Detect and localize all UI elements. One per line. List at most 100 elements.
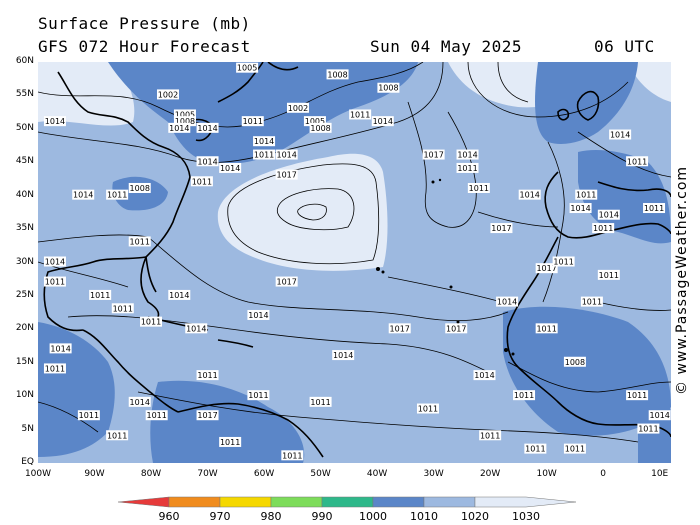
isobar-label: 1011 xyxy=(575,189,598,200)
longitude-label: 80W xyxy=(140,469,162,479)
longitude-label: 10W xyxy=(536,469,557,479)
svg-text:1011: 1011 xyxy=(113,304,133,313)
isobar-label: 1011 xyxy=(479,430,502,441)
isobar-label: 1011 xyxy=(111,303,134,314)
forecast-time: 06 UTC xyxy=(594,37,655,56)
svg-text:1011: 1011 xyxy=(593,224,613,233)
svg-text:1014: 1014 xyxy=(520,191,540,200)
isobar-label: 1011 xyxy=(89,289,112,300)
isobar-label: 1011 xyxy=(247,390,270,401)
svg-text:1011: 1011 xyxy=(582,298,602,307)
isobar-label: 1014 xyxy=(597,209,620,220)
isobar-label: 1014 xyxy=(196,156,219,167)
svg-text:1014: 1014 xyxy=(570,204,590,213)
latitude-label: 25N xyxy=(15,289,34,300)
isobar-label: 1011 xyxy=(241,116,264,127)
isobar-label: 1014 xyxy=(569,203,592,214)
svg-text:1011: 1011 xyxy=(576,191,596,200)
isobar-label: 1011 xyxy=(626,156,649,167)
isobar-label: 1002 xyxy=(286,102,309,113)
colorbar-label: 1030 xyxy=(512,510,540,523)
isobar-label: 1011 xyxy=(467,182,490,193)
isobar-label: 1002 xyxy=(156,89,179,99)
svg-text:1017: 1017 xyxy=(390,324,410,333)
colorbar-label: 990 xyxy=(311,510,333,523)
isobar-label: 1011 xyxy=(626,390,649,401)
svg-text:1008: 1008 xyxy=(130,184,150,193)
isobar-label: 1014 xyxy=(496,296,519,307)
svg-text:1011: 1011 xyxy=(141,318,161,327)
isobar-label: 1014 xyxy=(43,256,66,267)
svg-text:1011: 1011 xyxy=(79,411,99,420)
isobar-label: 1011 xyxy=(643,203,666,214)
longitude-label: 50W xyxy=(310,469,331,479)
isobar-label: 1011 xyxy=(128,236,151,247)
colorbar-swatch xyxy=(219,496,272,508)
svg-text:1011: 1011 xyxy=(514,391,534,400)
isobar-label: 1011 xyxy=(43,276,66,287)
isobar-label: 1017 xyxy=(388,323,411,334)
isobar-label: 1014 xyxy=(648,410,671,421)
isobar-label: 1014 xyxy=(275,149,298,160)
svg-text:1017: 1017 xyxy=(446,324,466,333)
isobar-label: 1008 xyxy=(377,82,400,93)
svg-text:1011: 1011 xyxy=(107,431,127,440)
isobar-label: 1011 xyxy=(145,410,168,421)
latitude-label: 5N xyxy=(21,423,34,434)
svg-text:1017: 1017 xyxy=(276,171,296,180)
isobar-label: 1014 xyxy=(518,189,541,200)
latitude-label: 50N xyxy=(15,122,34,133)
longitude-label: 0 xyxy=(600,469,607,479)
svg-text:1014: 1014 xyxy=(474,371,494,380)
svg-text:1017: 1017 xyxy=(491,224,511,233)
svg-text:1014: 1014 xyxy=(45,117,65,126)
isobar-label: 1014 xyxy=(49,343,72,354)
latitude-label: 15N xyxy=(15,356,34,367)
svg-text:1014: 1014 xyxy=(169,124,189,133)
longitude-label: 30W xyxy=(423,469,444,479)
svg-text:1014: 1014 xyxy=(599,211,619,220)
isobar-label: 1011 xyxy=(597,269,620,280)
colorbar-swatch xyxy=(270,496,323,508)
latitude-label: 40N xyxy=(15,189,34,200)
svg-text:1011: 1011 xyxy=(457,164,477,173)
colorbar-swatch xyxy=(474,496,577,508)
colorbar-swatch xyxy=(321,496,374,508)
isobar-label: 1014 xyxy=(253,136,276,147)
isobar-label: 1017 xyxy=(490,223,513,234)
latitude-label: 35N xyxy=(15,223,34,234)
svg-text:1017: 1017 xyxy=(423,151,443,160)
svg-text:1014: 1014 xyxy=(73,191,93,200)
isobar-label: 1008 xyxy=(128,182,151,193)
pressure-map: 1005 1002 1008 1008 1005 1008 1011 1002 1005 1008… xyxy=(38,62,671,463)
svg-text:1008: 1008 xyxy=(565,358,585,367)
isobar-label: 1011 xyxy=(513,390,536,401)
svg-text:1011: 1011 xyxy=(310,398,330,407)
isobar-label: 1014 xyxy=(247,309,270,320)
longitude-label: 100W xyxy=(24,469,52,479)
latitude-label: 30N xyxy=(15,256,34,267)
svg-text:1005: 1005 xyxy=(237,64,257,73)
svg-text:1011: 1011 xyxy=(90,291,110,300)
isobar-label: 1014 xyxy=(185,323,208,334)
svg-text:1011: 1011 xyxy=(644,204,664,213)
svg-text:1011: 1011 xyxy=(638,425,658,434)
colorbar-swatch xyxy=(423,496,476,508)
svg-text:1014: 1014 xyxy=(254,137,274,146)
svg-text:1014: 1014 xyxy=(333,351,353,360)
svg-text:1014: 1014 xyxy=(197,124,217,133)
svg-text:1017: 1017 xyxy=(536,264,556,273)
isobar-label: 1011 xyxy=(552,256,575,267)
longitude-label: 90W xyxy=(84,469,105,479)
svg-text:1011: 1011 xyxy=(536,324,556,333)
svg-text:1008: 1008 xyxy=(327,70,347,79)
colorbar-swatch xyxy=(117,496,170,508)
svg-text:1011: 1011 xyxy=(565,445,585,454)
isobar-label: 1011 xyxy=(106,430,129,441)
isobar-label: 1011 xyxy=(535,323,558,334)
isobar-label: 1008 xyxy=(326,69,349,80)
svg-text:1014: 1014 xyxy=(197,157,217,166)
svg-text:1011: 1011 xyxy=(480,431,500,440)
colorbar-label: 1020 xyxy=(461,510,489,523)
isobar-label: 1014 xyxy=(168,122,191,133)
